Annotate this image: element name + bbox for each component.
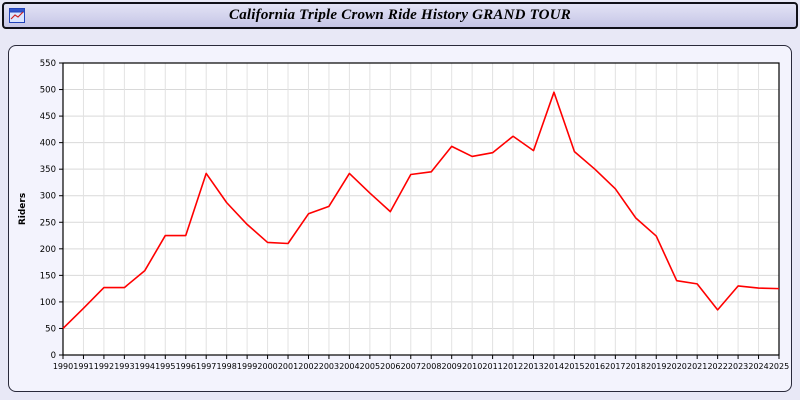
title-bar: California Triple Crown Ride History GRA… [2,2,798,29]
svg-text:1993: 1993 [114,362,134,371]
svg-text:2011: 2011 [482,362,502,371]
svg-text:2012: 2012 [503,362,523,371]
svg-text:2024: 2024 [748,362,768,371]
svg-text:2022: 2022 [707,362,727,371]
svg-text:2000: 2000 [257,362,277,371]
svg-text:2005: 2005 [360,362,380,371]
svg-text:2010: 2010 [462,362,482,371]
svg-text:2007: 2007 [401,362,421,371]
svg-text:400: 400 [40,139,56,149]
svg-text:350: 350 [40,165,56,175]
svg-text:1994: 1994 [135,362,155,371]
svg-text:550: 550 [40,59,56,69]
svg-text:2009: 2009 [442,362,462,371]
svg-text:2014: 2014 [544,362,564,371]
svg-text:2001: 2001 [278,362,298,371]
svg-text:2025: 2025 [769,362,789,371]
svg-text:50: 50 [45,324,56,334]
svg-text:2018: 2018 [626,362,646,371]
svg-text:2023: 2023 [728,362,748,371]
svg-text:2006: 2006 [380,362,400,371]
svg-text:2013: 2013 [523,362,543,371]
svg-text:500: 500 [40,86,56,96]
svg-text:450: 450 [40,112,56,122]
svg-text:1995: 1995 [155,362,175,371]
svg-text:2016: 2016 [585,362,605,371]
svg-text:150: 150 [40,271,56,281]
svg-text:2008: 2008 [421,362,441,371]
svg-text:2002: 2002 [298,362,318,371]
svg-text:Riders: Riders [18,193,28,225]
svg-text:1990: 1990 [53,362,73,371]
svg-text:1992: 1992 [94,362,114,371]
svg-text:1998: 1998 [216,362,236,371]
svg-text:2017: 2017 [605,362,625,371]
page-title: California Triple Crown Ride History GRA… [229,7,571,23]
svg-text:200: 200 [40,245,56,255]
svg-text:1996: 1996 [176,362,196,371]
svg-text:1997: 1997 [196,362,216,371]
svg-text:300: 300 [40,192,56,202]
chart-panel: 0 50 100 150 200 250 300 350 400 450 500 550 1990 199… [8,45,792,392]
svg-text:2015: 2015 [564,362,584,371]
svg-text:2020: 2020 [667,362,687,371]
chart-icon [9,8,25,23]
svg-text:2019: 2019 [646,362,666,371]
svg-text:0: 0 [51,351,56,361]
svg-text:1991: 1991 [73,362,93,371]
svg-text:2021: 2021 [687,362,707,371]
svg-text:2004: 2004 [339,362,359,371]
svg-text:100: 100 [40,298,56,308]
svg-text:1999: 1999 [237,362,257,371]
svg-text:250: 250 [40,218,56,228]
svg-text:2003: 2003 [319,362,339,371]
